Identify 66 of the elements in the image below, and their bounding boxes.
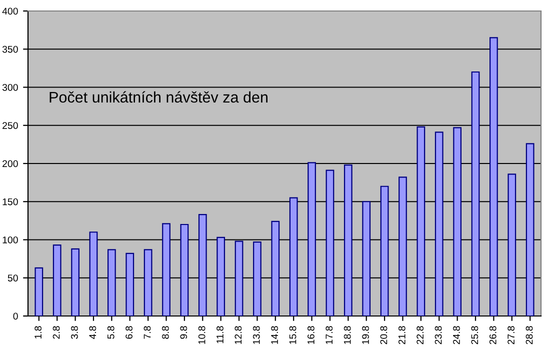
x-tick-label: 19.8	[362, 326, 369, 344]
bar	[180, 224, 189, 316]
x-tick-label: 5.8	[107, 326, 114, 339]
bar	[490, 37, 498, 316]
bar	[398, 176, 407, 316]
bar	[380, 186, 389, 316]
x-tick-label: 25.8	[471, 326, 478, 344]
x-tick-label: 23.8	[434, 326, 442, 344]
y-tick-label: 300	[2, 84, 18, 91]
x-tick-label: 22.8	[416, 326, 424, 344]
y-tick-label: 350	[2, 46, 18, 53]
x-tick-label: 4.8	[89, 326, 96, 340]
bar	[344, 164, 352, 316]
bar	[52, 244, 62, 316]
bar	[326, 170, 334, 316]
x-tick-label: 14.8	[271, 326, 278, 344]
bar	[216, 236, 226, 316]
x-tick-label: 20.8	[380, 326, 388, 344]
y-tick-label: 0	[13, 312, 18, 320]
x-tick-label: 28.8	[526, 326, 533, 344]
bar	[416, 126, 426, 316]
y-tick-label: 250	[2, 122, 18, 129]
x-tick-label: 26.8	[489, 326, 496, 344]
x-tick-label: 12.8	[234, 326, 242, 344]
x-tick-label: 15.8	[289, 326, 296, 344]
x-tick-label: 27.8	[508, 326, 515, 344]
bar	[308, 162, 316, 316]
bar	[253, 241, 262, 316]
bar	[362, 201, 371, 316]
y-tick-label: 50	[8, 274, 18, 282]
text: Počet unikátních návštěv za den	[50, 91, 268, 103]
bar	[289, 197, 298, 316]
x-tick-label: 1.8	[34, 326, 42, 338]
bar	[107, 249, 116, 316]
x-tick-label: 16.8	[308, 326, 314, 344]
bar	[71, 248, 80, 316]
bar	[434, 132, 444, 316]
bar	[471, 71, 480, 316]
x-tick-label: 10.8	[198, 326, 206, 344]
x-tick-label: 17.8	[326, 326, 333, 344]
bar	[453, 127, 462, 316]
x-tick-label: 6.8	[126, 326, 132, 339]
bar	[162, 223, 170, 316]
x-tick-label: 13.8	[252, 326, 260, 344]
x-tick-label: 11.8	[216, 326, 224, 344]
bar	[89, 232, 98, 316]
bar	[144, 249, 152, 316]
bar	[271, 220, 280, 316]
bar	[198, 214, 207, 316]
x-tick-label: 2.8	[52, 326, 60, 339]
x-tick-label: 18.8	[344, 326, 351, 344]
x-tick-label: 3.8	[71, 326, 78, 339]
x-tick-label: 21.8	[398, 326, 406, 344]
y-tick-label: 200	[2, 160, 18, 168]
y-tick-label: 400	[2, 8, 18, 15]
bar	[508, 174, 516, 316]
x-tick-label: 7.8	[144, 326, 151, 339]
x-tick-label: 9.8	[180, 326, 188, 339]
x-tick-label: 8.8	[162, 326, 169, 339]
bar	[526, 143, 534, 316]
bar	[126, 252, 134, 316]
x-tick-label: 24.8	[453, 326, 460, 344]
bar	[34, 267, 44, 316]
y-tick-label: 100	[2, 236, 18, 244]
y-tick-label: 150	[2, 198, 18, 206]
bar	[234, 240, 244, 316]
